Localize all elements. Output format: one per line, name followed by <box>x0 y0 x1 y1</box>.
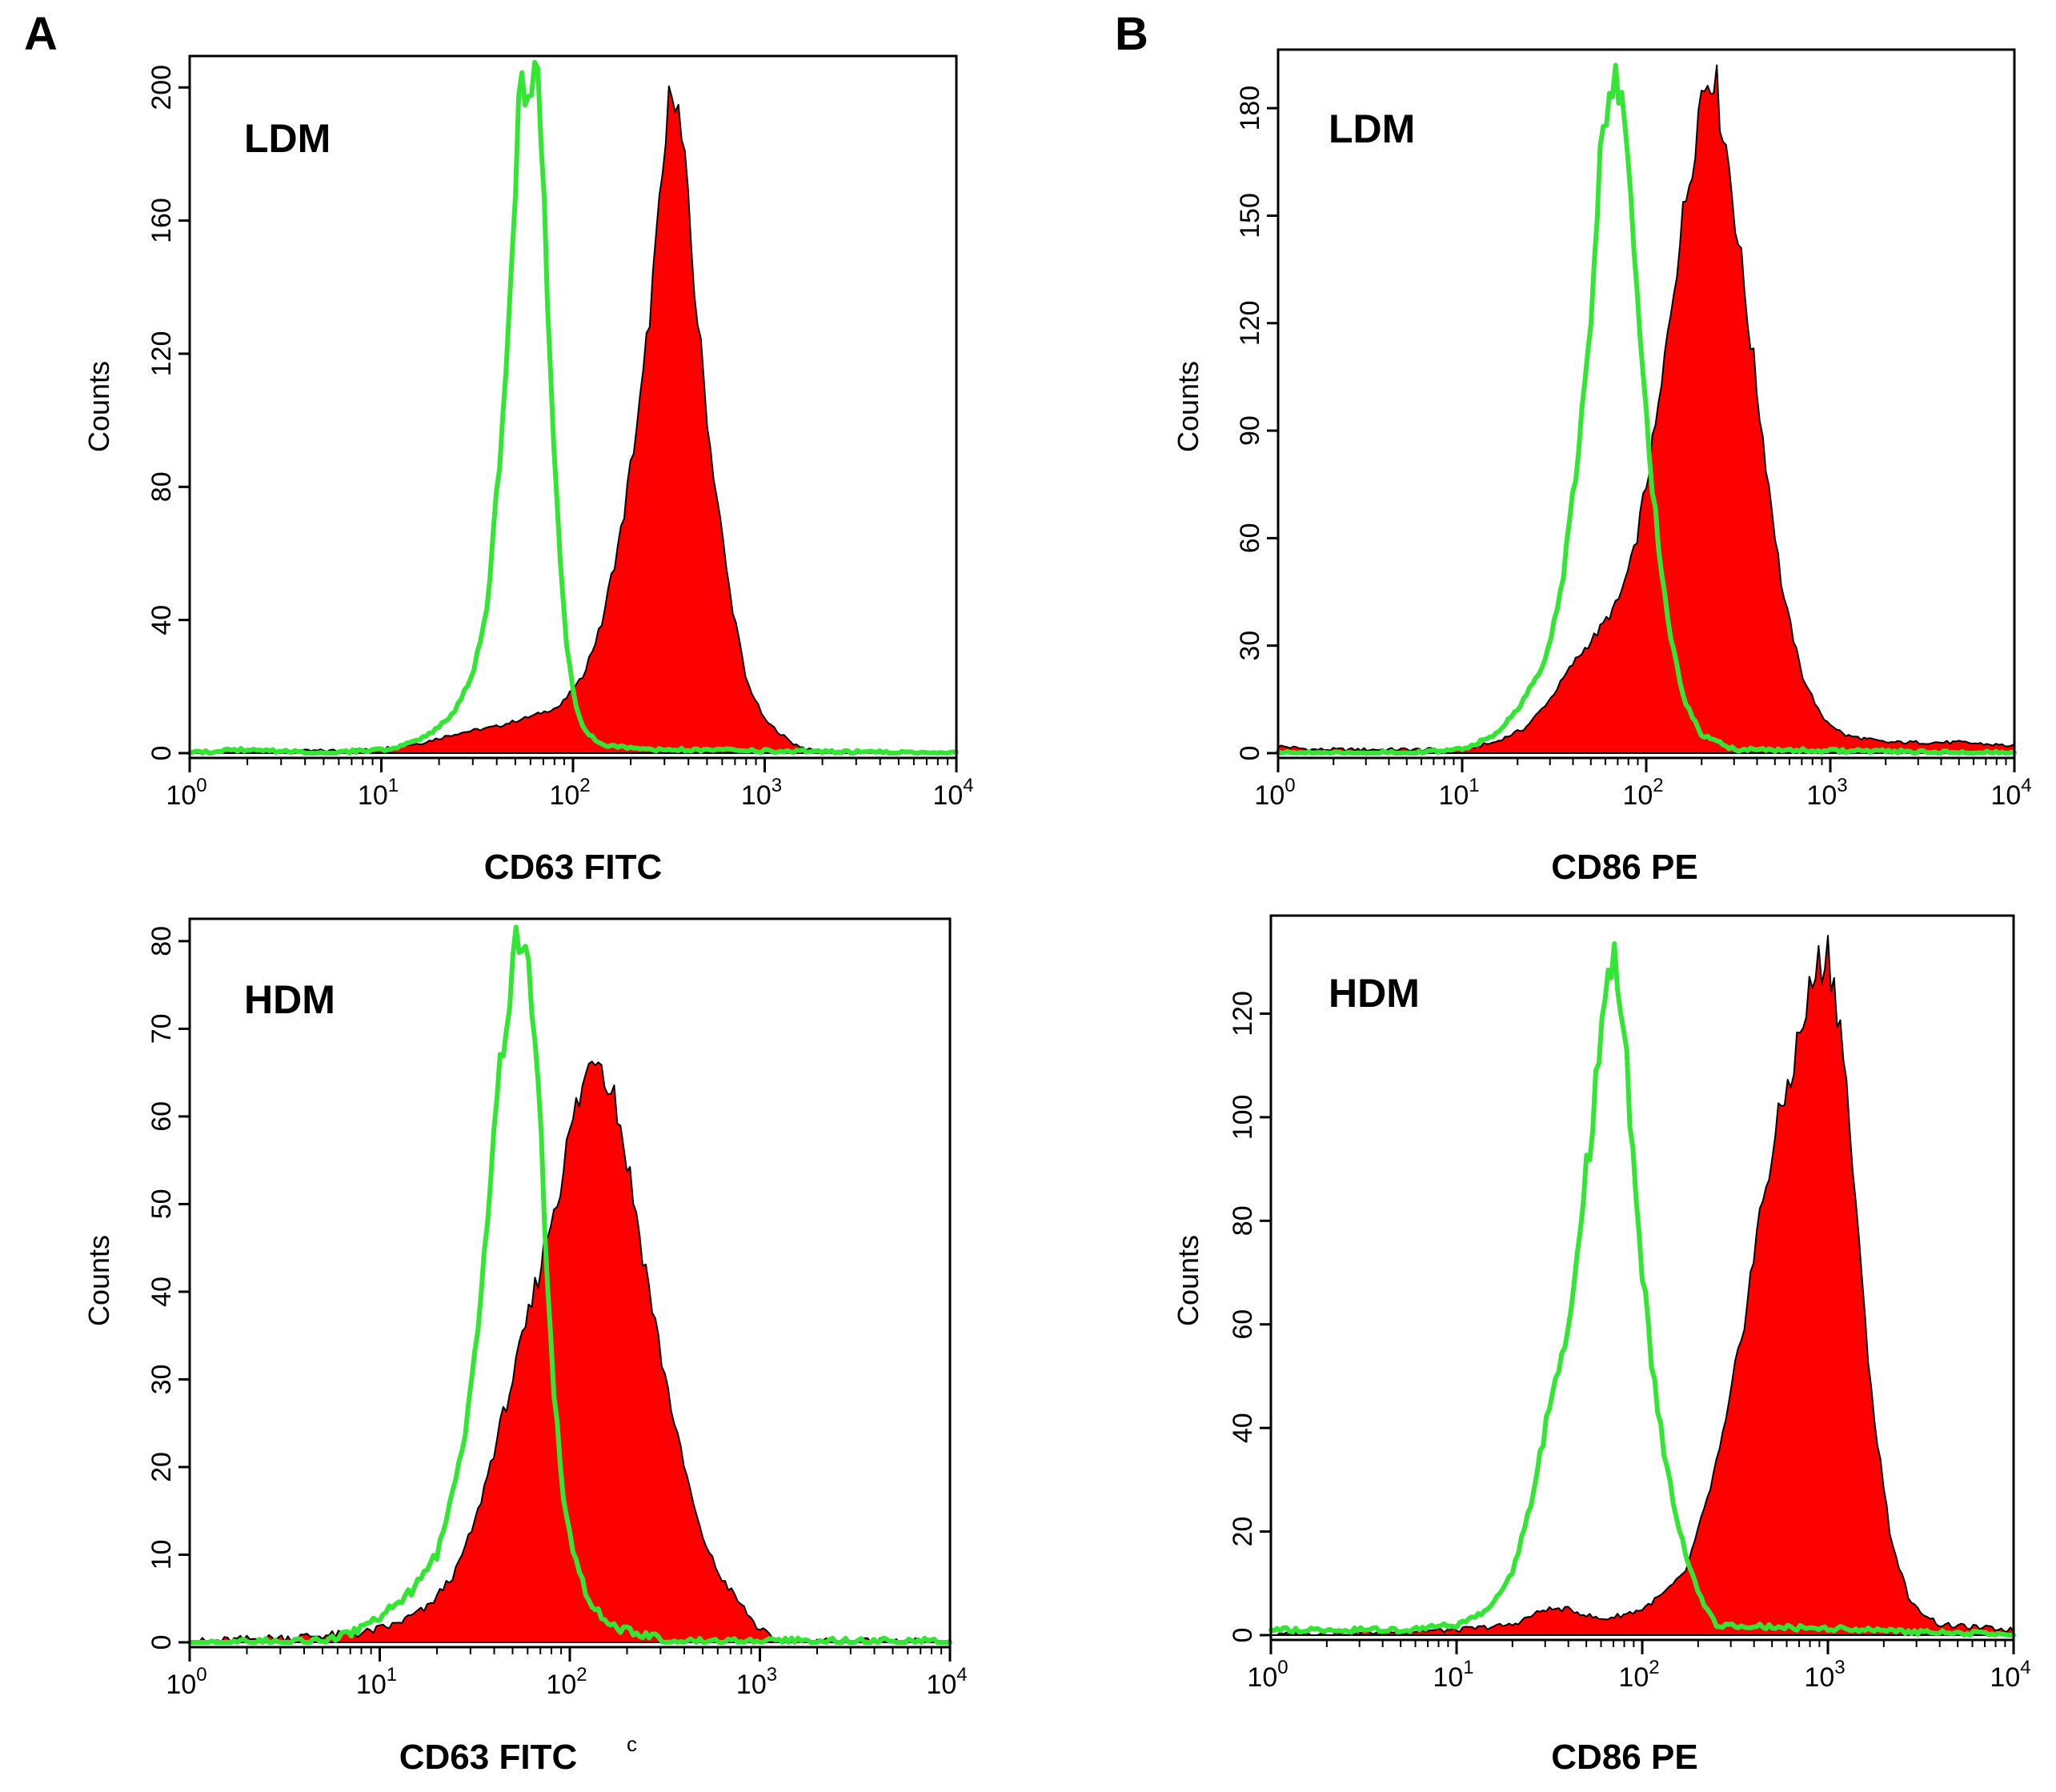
chart-b-hdm-isotype-line <box>1268 941 2016 1638</box>
chart-a-ldm-ytick-label: 40 <box>146 605 177 635</box>
chart-b-ldm-ytick-label: 90 <box>1235 415 1265 446</box>
chart-a-hdm-ytick-label: 80 <box>146 926 177 956</box>
chart-b-ldm-stained-histogram <box>1277 64 2015 754</box>
chart-b-hdm-ytick-label: 0 <box>1228 1628 1258 1643</box>
chart-a-hdm-ytick-label: 0 <box>146 1635 177 1650</box>
chart-b-ldm-xlabel: CD86 PE <box>1551 848 1697 887</box>
chart-a-hdm-xtick-label: 103 <box>736 1664 777 1700</box>
chart-a-hdm-ytick-label: 10 <box>146 1540 177 1570</box>
chart-b-ldm-xtick-label: 102 <box>1622 775 1663 811</box>
chart-b-ldm-isotype-line <box>1276 62 2017 756</box>
chart-a-ldm-ytick-label: 120 <box>146 331 177 377</box>
chart-a-hdm: 0 10 20 30 40 50 60 70 80 100 101 102 103 104 HDM CD… <box>82 917 968 1777</box>
chart-b-ldm-marks <box>1276 62 2017 756</box>
chart-a-ldm-annotation: LDM <box>244 116 331 161</box>
panel-label-b: B <box>1115 8 1148 60</box>
chart-b-ldm-ytick-label: 180 <box>1235 86 1265 131</box>
chart-b-hdm-xlabel: CD86 PE <box>1551 1738 1697 1777</box>
chart-a-hdm-isotype-line <box>187 924 952 1645</box>
chart-b-hdm-marks <box>1268 935 2016 1638</box>
chart-a-hdm-ytick-label: 40 <box>146 1277 177 1307</box>
chart-b-hdm-ytick-label: 40 <box>1228 1413 1258 1443</box>
chart-b-ldm-ylabel: Counts <box>1172 361 1204 452</box>
chart-a-hdm-marks <box>187 924 952 1645</box>
chart-b-ldm-xticks: 100 101 102 103 104 <box>1254 758 2032 811</box>
chart-b-hdm-ylabel: Counts <box>1172 1235 1204 1326</box>
chart-a-hdm-annotation: HDM <box>244 977 335 1022</box>
chart-b-ldm-ytick-label: 120 <box>1235 300 1265 346</box>
chart-b-hdm-ytick-label: 100 <box>1228 1095 1258 1141</box>
chart-a-ldm-xlabel: CD63 FITC <box>484 848 662 887</box>
chart-b-ldm-annotation: LDM <box>1329 106 1415 151</box>
chart-b-hdm-ytick-label: 60 <box>1228 1309 1258 1340</box>
chart-a-ldm-isotype-line <box>187 59 959 756</box>
chart-b-ldm-xtick-label: 103 <box>1806 775 1847 811</box>
chart-b-hdm-ytick-label: 80 <box>1228 1205 1258 1236</box>
chart-a-hdm-xlabel: CD63 FITC <box>399 1738 577 1777</box>
chart-a-ldm-yticks: 0 40 80 120 160 200 <box>146 65 190 761</box>
chart-a-ldm-ytick-label: 0 <box>146 746 177 761</box>
chart-a-ldm-xtick-label: 101 <box>358 775 399 811</box>
chart-b-hdm-ytick-label: 120 <box>1228 991 1258 1036</box>
chart-b-hdm-ytick-label: 20 <box>1228 1517 1258 1547</box>
chart-a-ldm-ytick-label: 80 <box>146 471 177 502</box>
chart-b-hdm-xtick-label: 100 <box>1247 1657 1288 1693</box>
chart-a-hdm-ytick-label: 50 <box>146 1189 177 1219</box>
chart-b-ldm-ytick-label: 150 <box>1235 193 1265 239</box>
stray-mark: c <box>627 1732 637 1756</box>
chart-a-ldm-ytick-label: 160 <box>146 198 177 243</box>
chart-b-ldm-yticks: 0 30 60 90 120 150 180 <box>1235 86 1278 761</box>
chart-b-ldm-xtick-label: 104 <box>1990 775 2031 811</box>
chart-b-hdm-annotation: HDM <box>1329 971 1420 1016</box>
chart-a-hdm-ytick-label: 60 <box>146 1101 177 1132</box>
chart-a-ldm-marks <box>187 59 959 756</box>
chart-b-ldm-ytick-label: 30 <box>1235 631 1265 661</box>
chart-a-hdm-xticks: 100 101 102 103 104 <box>166 1647 968 1700</box>
chart-b-ldm-ytick-label: 60 <box>1235 523 1265 553</box>
chart-a-ldm-ytick-label: 200 <box>146 65 177 110</box>
chart-a-hdm-ytick-label: 70 <box>146 1013 177 1044</box>
chart-a-ldm-ylabel: Counts <box>82 361 115 452</box>
panel-label-a: A <box>24 8 58 60</box>
chart-a-hdm-ylabel: Counts <box>82 1235 115 1326</box>
chart-b-ldm-ytick-label: 0 <box>1235 746 1265 761</box>
chart-a-hdm-ytick-label: 20 <box>146 1452 177 1482</box>
chart-b-hdm-yticks: 0 20 40 60 80 100 120 <box>1228 991 1271 1642</box>
chart-a-hdm-ytick-label: 30 <box>146 1365 177 1395</box>
chart-a-hdm-yticks: 0 10 20 30 40 50 60 70 80 <box>146 926 190 1650</box>
